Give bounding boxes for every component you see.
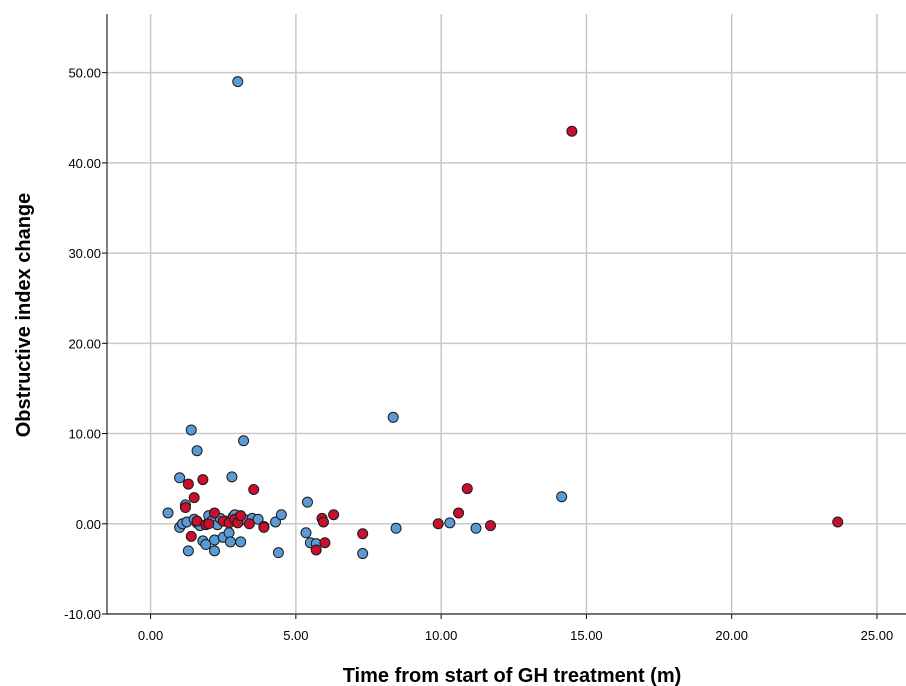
data-point-series-1	[470, 522, 482, 534]
data-point-series-1	[301, 496, 313, 508]
data-point-series-1	[238, 435, 250, 447]
axes	[106, 14, 906, 615]
y-tick-label: 20.00	[68, 336, 101, 351]
data-point-series-2	[317, 516, 329, 528]
x-tick-label: 5.00	[283, 628, 308, 643]
data-point-series-1	[226, 471, 238, 483]
data-point-series-1	[162, 507, 174, 519]
data-point-series-1	[270, 516, 282, 528]
data-point-series-1	[272, 547, 284, 559]
data-point-series-1	[390, 522, 402, 534]
data-point-series-2	[179, 502, 191, 514]
data-point-series-1	[223, 527, 235, 539]
data-point-series-1	[444, 517, 456, 529]
grid-lines	[102, 14, 906, 619]
data-point-series-1	[275, 509, 287, 521]
data-point-series-1	[556, 491, 568, 503]
y-tick-label: 0.00	[76, 517, 101, 532]
data-point-series-2	[566, 125, 578, 137]
y-tick-label: -10.00	[64, 607, 101, 622]
data-point-series-2	[432, 518, 444, 530]
data-point-series-1	[387, 411, 399, 423]
data-point-series-2	[188, 492, 200, 504]
data-point-series-2	[319, 537, 331, 549]
x-axis-title: Time from start of GH treatment (m)	[343, 665, 682, 686]
y-tick-label: 40.00	[68, 156, 101, 171]
data-point-series-1	[191, 445, 203, 457]
data-point-series-2	[258, 521, 270, 533]
x-tick-label: 10.00	[425, 628, 458, 643]
y-tick-label: 50.00	[68, 66, 101, 81]
data-point-series-2	[310, 544, 322, 556]
data-point-series-1	[252, 513, 264, 525]
data-point-series-2	[328, 509, 340, 521]
data-point-series-2	[357, 528, 369, 540]
data-point-series-1	[300, 527, 312, 539]
y-tick-labels: -10.00 0.00 10.00 20.00 30.00 40.00 50.00	[64, 66, 101, 622]
data-point-series-1	[209, 545, 221, 557]
data-point-series-1	[224, 536, 236, 548]
data-point-series-2	[182, 478, 194, 490]
data-points	[162, 76, 844, 560]
x-tick-label: 20.00	[715, 628, 748, 643]
y-tick-label: 10.00	[68, 427, 101, 442]
data-point-series-2	[461, 483, 473, 495]
data-point-series-1	[357, 548, 369, 560]
data-point-series-1	[200, 539, 212, 551]
data-point-series-1	[235, 536, 247, 548]
data-point-series-2	[235, 510, 247, 522]
data-point-series-2	[485, 520, 497, 532]
data-point-series-1	[185, 424, 197, 436]
y-tick-label: 30.00	[68, 246, 101, 261]
data-point-series-2	[248, 483, 260, 495]
data-point-series-2	[185, 530, 197, 542]
data-point-series-2	[203, 518, 215, 530]
data-point-series-1	[232, 76, 244, 88]
x-tick-labels: 0.00 5.00 10.00 15.00 20.00 25.00	[138, 628, 893, 643]
y-axis-title: Obstructive index change	[13, 193, 35, 438]
data-point-series-2	[453, 507, 465, 519]
data-point-series-2	[209, 507, 221, 519]
data-point-series-2	[197, 474, 209, 486]
data-point-series-2	[243, 518, 255, 530]
data-point-series-1	[174, 472, 186, 484]
data-point-series-2	[832, 516, 844, 528]
x-tick-label: 0.00	[138, 628, 163, 643]
x-tick-label: 25.00	[861, 628, 894, 643]
data-point-series-1	[182, 545, 194, 557]
x-tick-label: 15.00	[570, 628, 603, 643]
